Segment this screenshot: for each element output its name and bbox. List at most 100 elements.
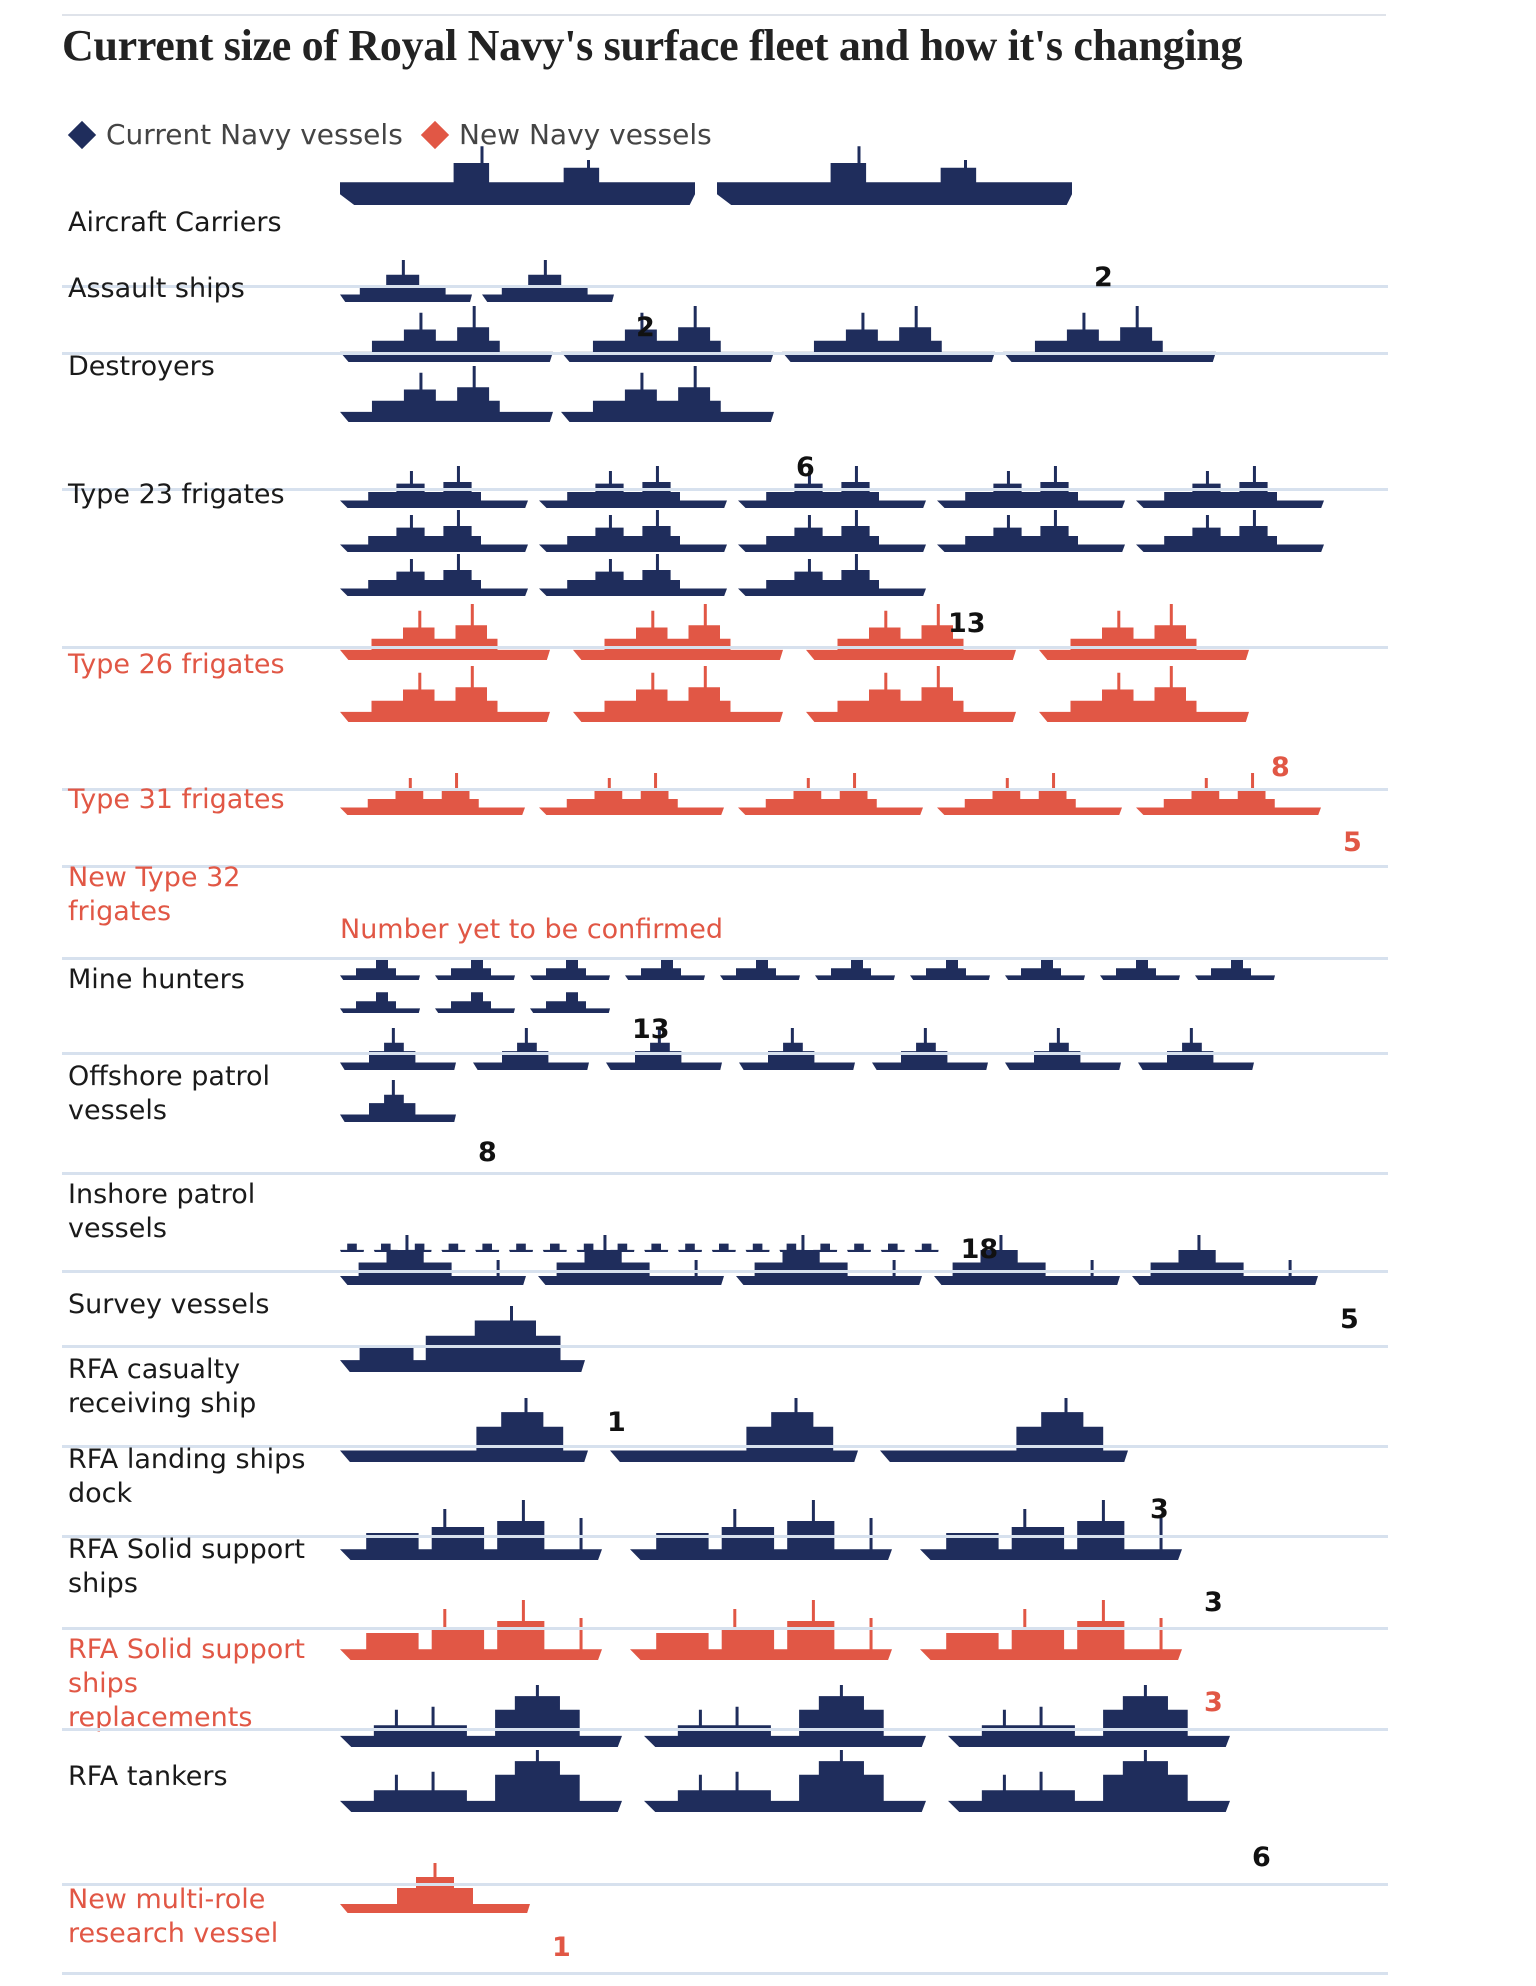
patrol-vessel-icon [872, 1028, 988, 1070]
count-label: 13 [632, 1014, 670, 1045]
frigate-icon [738, 510, 926, 552]
row-divider [62, 1052, 1388, 1055]
category-label: Type 26 frigates [68, 649, 285, 680]
frigate-26-icon [573, 604, 783, 660]
patrol-boat-icon [880, 1243, 905, 1252]
mine-hunter-icon [625, 959, 705, 980]
category-label: Type 31 frigates [68, 784, 285, 815]
legend-new-label: New Navy vessels [459, 118, 712, 151]
frigate-26-icon [340, 604, 550, 660]
frigate-icon [738, 466, 926, 508]
category-label: Assault ships [68, 273, 245, 304]
count-label: 3 [1204, 1687, 1223, 1718]
count-label: 6 [796, 452, 815, 483]
mine-hunter-icon [910, 959, 990, 980]
patrol-boat-icon [644, 1243, 669, 1252]
frigate-icon [738, 554, 926, 596]
tanker-icon [948, 1750, 1230, 1812]
tanker-icon [340, 1685, 622, 1747]
patrol-boat-icon [509, 1243, 533, 1252]
destroyer-icon [561, 366, 774, 422]
patrol-vessel-icon [1138, 1028, 1254, 1070]
support-ship-icon [340, 1500, 602, 1560]
mine-hunter-icon [1005, 959, 1085, 980]
patrol-boat-icon [678, 1243, 702, 1252]
patrol-vessel-icon [606, 1028, 722, 1070]
count-label: 1 [607, 1407, 626, 1438]
patrol-vessel-icon [739, 1028, 855, 1070]
row-divider [62, 1972, 1388, 1975]
mine-hunter-icon [435, 992, 515, 1013]
patrol-vessel-icon [1005, 1028, 1121, 1070]
patrol-boat-icon [340, 1243, 364, 1252]
patrol-boat-icon [610, 1243, 635, 1252]
frigate-31-icon [937, 773, 1122, 815]
patrol-boat-icon [847, 1243, 871, 1252]
frigate-icon [937, 466, 1125, 508]
frigate-31-icon [738, 773, 923, 815]
frigate-26-icon [340, 666, 550, 722]
carrier-icon [717, 146, 1072, 205]
frigate-icon [539, 510, 727, 552]
category-label: Inshore patrol vessels [68, 1179, 256, 1244]
destroyer-icon [782, 306, 995, 362]
count-label: 5 [1340, 1304, 1359, 1335]
frigate-icon [539, 466, 727, 508]
count-label: 6 [1252, 1842, 1271, 1873]
mine-hunter-icon [1100, 959, 1180, 980]
patrol-boat-icon [779, 1243, 804, 1252]
frigate-icon [340, 510, 528, 552]
tanker-icon [340, 1750, 622, 1812]
row-divider [62, 957, 1388, 960]
tanker-icon [644, 1750, 926, 1812]
destroyer-icon [561, 306, 774, 362]
patrol-boat-icon [576, 1243, 601, 1252]
patrol-boat-icon [475, 1243, 500, 1252]
category-label: RFA tankers [68, 1761, 228, 1792]
frigate-26-icon [806, 666, 1016, 722]
patrol-vessel-icon [340, 1080, 456, 1122]
mine-hunter-icon [530, 959, 610, 980]
patrol-boat-icon [542, 1243, 567, 1252]
frigate-31-icon [340, 773, 525, 815]
count-label: 2 [636, 312, 655, 343]
destroyer-icon [340, 366, 553, 422]
count-label: 2 [1094, 262, 1113, 293]
row-divider [62, 488, 1388, 491]
destroyer-icon [1003, 306, 1216, 362]
patrol-boat-icon [813, 1243, 838, 1252]
assault-ship-icon [482, 260, 614, 302]
row-divider [62, 1270, 1388, 1273]
frigate-26-icon [1039, 666, 1249, 722]
patrol-boat-icon [373, 1243, 398, 1252]
destroyer-icon [340, 306, 553, 362]
frigate-26-icon [1039, 604, 1249, 660]
category-label: Mine hunters [68, 964, 245, 995]
category-label: Offshore patrol vessels [68, 1061, 271, 1126]
frigate-31-icon [1136, 773, 1321, 815]
category-label: RFA Solid support ships replacements [68, 1634, 305, 1733]
category-label: RFA casualty receiving ship [68, 1354, 257, 1419]
support-ship-icon [340, 1600, 602, 1660]
mine-hunter-icon [720, 959, 800, 980]
row-divider [62, 788, 1388, 791]
research-vessel-icon [340, 1863, 530, 1913]
survey-vessel-icon [736, 1235, 922, 1285]
legend-current: Current Navy vessels [67, 118, 403, 151]
row-divider [62, 1345, 1388, 1348]
tanker-icon [644, 1685, 926, 1747]
count-label: 8 [1271, 752, 1290, 783]
patrol-vessel-icon [473, 1028, 589, 1070]
category-label: RFA Solid support ships [68, 1534, 305, 1599]
category-label: New Type 32 frigates [68, 862, 241, 927]
landing-ship-icon [610, 1398, 858, 1462]
patrol-boat-icon [441, 1243, 466, 1252]
patrol-vessel-icon [340, 1028, 456, 1070]
row-divider [62, 1172, 1388, 1175]
patrol-boat-icon [745, 1243, 770, 1252]
patrol-boat-icon [407, 1243, 432, 1252]
row-divider [62, 1728, 1388, 1731]
survey-vessel-icon [1132, 1235, 1318, 1285]
category-label: Survey vessels [68, 1289, 270, 1320]
mine-hunter-icon [435, 959, 515, 980]
